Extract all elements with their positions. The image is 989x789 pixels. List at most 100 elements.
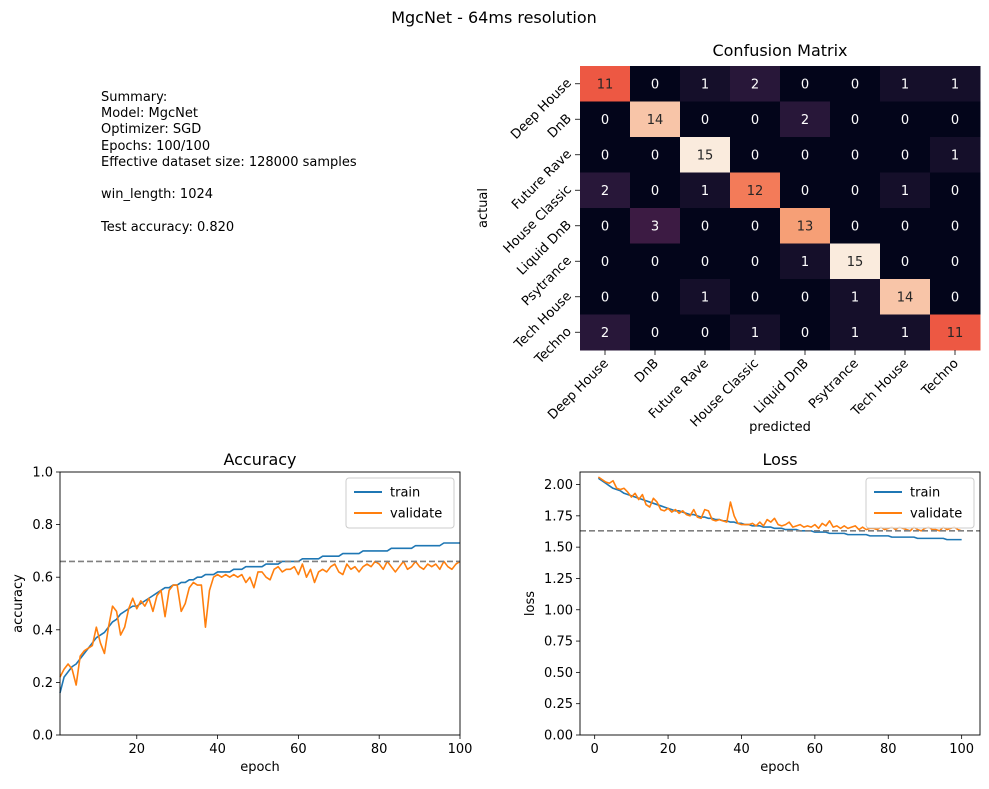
cm-cell-label: 0 bbox=[651, 290, 659, 305]
chart-title: Accuracy bbox=[223, 450, 296, 469]
cm-cell-label: 2 bbox=[751, 77, 759, 92]
loss-chart: Loss 0 20 40 60 80 100 0.00 0.25 0.50 0.75 1.00 1.25… bbox=[523, 450, 981, 775]
cm-cell-label: 0 bbox=[751, 219, 759, 234]
cm-cell bbox=[830, 172, 881, 209]
cm-cell bbox=[580, 172, 631, 209]
y-tick-label: 0.2 bbox=[32, 676, 53, 691]
cm-cell-label: 0 bbox=[601, 290, 609, 305]
summary-line: Model: MgcNet bbox=[101, 106, 198, 122]
cm-xlabel: predicted bbox=[749, 420, 811, 435]
cm-cell bbox=[930, 172, 981, 209]
summary-line: Effective dataset size: 128000 samples bbox=[101, 154, 357, 170]
cm-cell bbox=[630, 208, 681, 244]
x-tick-label: 20 bbox=[660, 742, 677, 757]
cm-cell bbox=[630, 243, 681, 280]
cm-x-tick-label: DnB bbox=[632, 356, 662, 386]
cm-cell bbox=[780, 243, 831, 280]
y-tick-label: 1.00 bbox=[544, 603, 573, 618]
cm-cell-label: 0 bbox=[801, 184, 809, 199]
cm-cell bbox=[930, 243, 981, 280]
cm-cell-label: 0 bbox=[951, 255, 959, 270]
cm-cell-label: 0 bbox=[801, 77, 809, 92]
cm-cell-label: 2 bbox=[801, 113, 809, 128]
cm-cell-label: 15 bbox=[847, 255, 864, 270]
cm-cell bbox=[580, 137, 631, 173]
cm-cell-label: 0 bbox=[601, 148, 609, 163]
cm-cell bbox=[630, 101, 681, 138]
x-tick-label: 80 bbox=[371, 742, 388, 757]
cm-cell-label: 0 bbox=[851, 184, 859, 199]
cm-cell bbox=[680, 101, 731, 138]
cm-cell-label: 11 bbox=[947, 326, 964, 341]
cm-cell bbox=[780, 279, 831, 315]
cm-x-tick-label: Liquid DnB bbox=[751, 356, 811, 416]
cm-cell bbox=[730, 172, 781, 209]
cm-cell bbox=[730, 279, 781, 315]
summary-line: Epochs: 100/100 bbox=[101, 138, 211, 154]
cm-cell bbox=[880, 66, 931, 102]
cm-cell bbox=[880, 137, 931, 173]
cm-cell bbox=[730, 314, 781, 351]
cm-cell-label: 0 bbox=[951, 113, 959, 128]
cm-cell bbox=[880, 101, 931, 138]
cm-cell bbox=[780, 172, 831, 209]
legend-box bbox=[865, 477, 975, 529]
legend-label: validate bbox=[390, 507, 442, 522]
x-tick-label: 40 bbox=[209, 742, 226, 757]
cm-cell-label: 1 bbox=[951, 77, 959, 92]
cm-cell-label: 1 bbox=[901, 77, 909, 92]
figure-suptitle: MgcNet - 64ms resolution bbox=[391, 8, 597, 27]
summary-text: Summary: Model: MgcNet Optimizer: SGD Epoch… bbox=[101, 90, 357, 236]
cm-cell bbox=[680, 314, 731, 351]
cm-cell bbox=[680, 66, 731, 102]
cm-cell bbox=[930, 279, 981, 315]
cm-cell-label: 0 bbox=[651, 326, 659, 341]
legend-box bbox=[345, 477, 455, 529]
legend-label: validate bbox=[910, 507, 962, 522]
x-tick-label: 40 bbox=[733, 742, 750, 757]
cm-cell bbox=[830, 243, 881, 280]
cm-cell bbox=[680, 279, 731, 315]
cm-cell bbox=[930, 137, 981, 173]
cm-cell bbox=[880, 243, 931, 280]
cm-cell bbox=[830, 279, 881, 315]
cm-cell-label: 15 bbox=[697, 148, 714, 163]
cm-ylabel: actual bbox=[476, 188, 491, 228]
cm-cell bbox=[830, 208, 881, 244]
cm-cell-label: 1 bbox=[851, 290, 859, 305]
cm-cell-label: 0 bbox=[951, 290, 959, 305]
cm-cell bbox=[930, 314, 981, 351]
axes-frame bbox=[59, 471, 461, 736]
y-tick-label: 0.8 bbox=[32, 518, 53, 533]
cm-cell-label: 0 bbox=[851, 219, 859, 234]
x-axis-label: epoch bbox=[240, 760, 280, 775]
cm-x-tick-label: Techno bbox=[918, 356, 961, 399]
cm-cell bbox=[880, 279, 931, 315]
summary-line bbox=[101, 203, 357, 219]
y-tick-label: 0.0 bbox=[32, 729, 53, 744]
legend-label: train bbox=[910, 486, 940, 501]
cm-cell-label: 1 bbox=[851, 326, 859, 341]
cm-y-tick-label: Deep House bbox=[508, 76, 575, 143]
cm-cell bbox=[780, 101, 831, 138]
y-tick-label: 0.25 bbox=[544, 697, 573, 712]
cm-cell-label: 0 bbox=[601, 219, 609, 234]
cm-cell-label: 0 bbox=[851, 77, 859, 92]
cm-cell bbox=[630, 314, 681, 351]
cm-cell-label: 0 bbox=[751, 113, 759, 128]
cm-cell bbox=[830, 101, 881, 138]
cm-cell bbox=[630, 66, 681, 102]
y-tick-label: 0.50 bbox=[544, 666, 573, 681]
x-tick-label: 60 bbox=[290, 742, 307, 757]
cm-cell-label: 0 bbox=[651, 77, 659, 92]
summary-line bbox=[101, 171, 357, 187]
cm-cell-label: 0 bbox=[901, 148, 909, 163]
cm-cell bbox=[930, 208, 981, 244]
cm-cell bbox=[880, 208, 931, 244]
cm-cell bbox=[730, 243, 781, 280]
cm-cell-label: 0 bbox=[751, 255, 759, 270]
y-tick-label: 2.00 bbox=[544, 478, 573, 493]
cm-cell bbox=[680, 172, 731, 209]
cm-cell-label: 0 bbox=[951, 219, 959, 234]
